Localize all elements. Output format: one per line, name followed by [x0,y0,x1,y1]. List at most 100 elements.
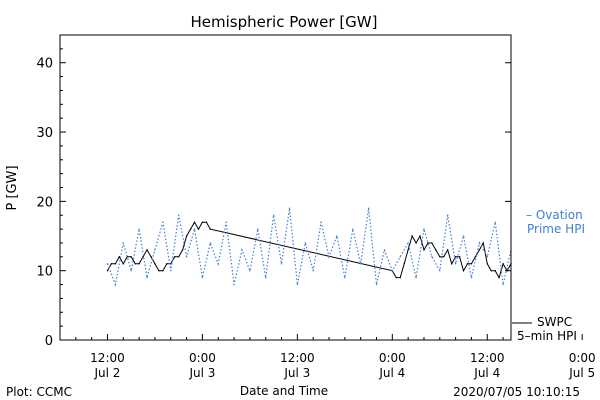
series-0-point-10 [146,249,148,251]
series-1-point-0 [106,263,109,265]
series-1-point-19 [257,228,259,230]
legend-swpc-label-2: 5–min HPI [517,329,577,343]
series-1-point-17 [241,249,243,251]
series-1-point-20 [265,276,267,279]
series-0-point-25 [205,221,208,223]
series-0-point-49 [478,249,481,251]
series-1-point-5 [146,276,148,279]
plot-credit: Plot: CCMC [6,385,72,399]
x-tick-label-5: 0:00 [569,351,596,365]
series-1-point-8 [170,270,172,272]
series-1-point-46 [470,276,473,279]
series-0-point-43 [454,256,457,258]
series-0-point-46 [466,263,469,265]
x-tick-date-0: Jul 2 [94,366,121,380]
series-0-point-42 [451,263,453,265]
x-tick-label-1: 0:00 [189,351,216,365]
series-1-point-1 [114,283,117,286]
series-0-point-35 [423,249,425,251]
x-tick-label-4: 12:00 [470,351,505,365]
series-1-point-27 [320,221,322,223]
x-tick-label-0: 12:00 [90,351,125,365]
series-0-point-17 [174,256,176,258]
series-1-point-36 [391,270,393,272]
chart-title: Hemispheric Power [GW] [191,13,378,31]
series-0-point-38 [435,249,437,251]
series-1-point-13 [209,242,211,244]
series-0-point-7 [134,263,136,265]
series-0-point-1 [110,263,113,265]
series-0-point-47 [470,263,473,265]
series-0-point-50 [482,242,484,244]
series-1-point-31 [352,228,354,230]
series-0-point-44 [458,256,461,258]
series-0-point-6 [130,256,132,258]
series-0-point-13 [158,270,160,272]
series-0-point-36 [427,242,429,244]
series-0-point-30 [403,263,405,265]
series-0-point-41 [447,249,449,251]
x-tick-date-5: Jul 5 [568,366,595,380]
x-tick-date-3: Jul 4 [378,366,405,380]
series-1-point-34 [375,283,378,286]
y-tick-label-3: 30 [36,126,53,141]
series-1-point-9 [178,214,180,216]
series-0-point-31 [407,249,409,251]
x-axis-label: Date and Time [240,384,328,398]
series-1-point-42 [439,270,441,272]
series-0-point-33 [415,242,417,244]
series-1-point-49 [494,221,496,223]
y-axis-label: P [GW] [5,165,20,210]
series-0-point-2 [114,263,117,265]
series-1-point-48 [486,256,488,258]
series-0-point-21 [189,228,192,230]
series-0-point-34 [419,235,421,237]
series-line-1 [106,208,512,287]
y-tick-label-0: 0 [45,334,53,349]
series-0-point-15 [166,263,168,265]
series-1-point-14 [217,263,219,265]
series-0-point-24 [201,221,204,223]
series-1-point-35 [383,249,386,251]
series-1-point-32 [360,263,362,265]
series-1-point-29 [336,235,338,237]
series-1-point-47 [478,242,481,244]
series-1-point-22 [280,263,283,265]
series-1-point-50 [502,283,504,286]
series-1-point-41 [431,256,433,258]
series-1-point-2 [122,242,125,244]
series-1-point-44 [454,263,457,265]
x-tick-date-4: Jul 4 [473,366,500,380]
y-tick-label-4: 40 [36,57,53,72]
series-1-point-28 [328,256,330,258]
series-1-point-10 [185,256,188,258]
series-0-point-40 [443,256,445,258]
series-0-point-9 [142,256,144,258]
series-1-point-12 [201,276,204,279]
series-0-point-55 [502,263,504,265]
series-0-point-51 [486,263,488,265]
timestamp: 2020/07/05 10:10:15 [453,385,580,399]
series-0-point-12 [154,263,156,265]
y-tick-label-2: 20 [36,195,53,210]
series-0-point-14 [162,270,164,272]
series-1-point-45 [462,235,465,237]
series-0-point-53 [494,270,496,272]
series-1-point-30 [344,276,346,279]
series-0-point-45 [462,270,465,272]
series-0-point-11 [150,256,152,258]
series-0-point-26 [209,228,211,230]
series-0-point-28 [395,276,397,279]
series-0-point-23 [197,228,200,230]
series-0-point-52 [490,270,492,272]
series-1-point-33 [367,207,370,209]
series-0-point-18 [178,256,180,258]
series-1-point-38 [407,242,409,244]
series-1-point-25 [304,242,306,244]
series-1-point-26 [312,270,314,272]
series-0-point-0 [106,270,109,272]
series-1-point-15 [225,221,227,223]
x-tick-label-2: 12:00 [280,351,315,365]
